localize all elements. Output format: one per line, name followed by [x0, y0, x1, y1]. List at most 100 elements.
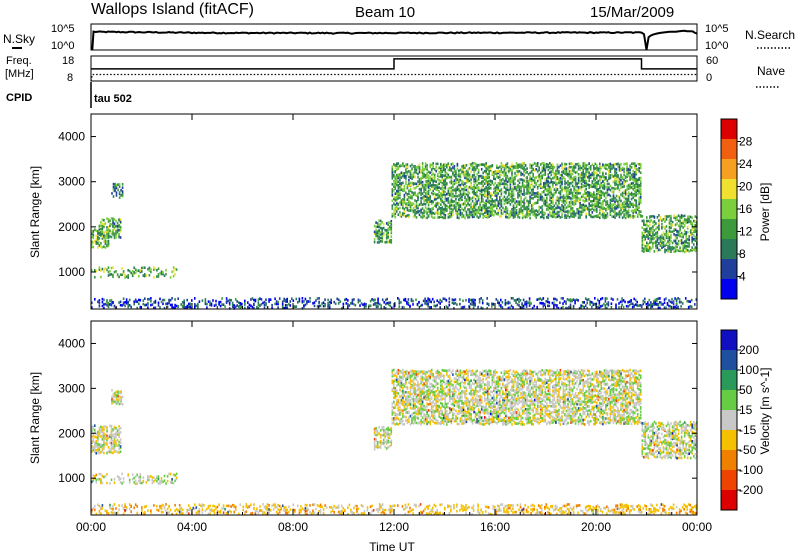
range-time-cell	[511, 211, 513, 214]
range-time-cell	[474, 205, 477, 208]
range-time-cell	[408, 410, 410, 414]
range-time-cell	[547, 165, 550, 168]
range-time-cell	[380, 304, 382, 307]
range-time-cell	[375, 232, 377, 235]
range-time-cell	[527, 190, 530, 193]
range-time-cell	[406, 206, 409, 210]
range-time-cell	[516, 303, 519, 306]
range-time-cell	[568, 162, 571, 166]
range-time-cell	[545, 300, 548, 303]
range-time-cell	[524, 206, 527, 209]
range-time-cell	[621, 166, 624, 170]
range-time-cell	[691, 232, 693, 235]
range-time-cell	[405, 419, 407, 422]
range-time-cell	[443, 181, 445, 185]
range-time-cell	[165, 482, 167, 485]
range-time-cell	[396, 181, 398, 184]
range-time-cell	[527, 210, 530, 213]
range-time-cell	[486, 186, 489, 190]
range-time-cell	[248, 303, 251, 307]
range-time-cell	[676, 248, 678, 252]
range-time-cell	[378, 426, 380, 429]
range-time-cell	[455, 205, 457, 209]
range-time-cell	[674, 247, 677, 251]
range-time-cell	[639, 210, 642, 213]
range-time-cell	[586, 191, 589, 194]
range-time-cell	[527, 301, 529, 304]
range-time-cell	[676, 233, 678, 237]
range-time-cell	[415, 194, 418, 197]
range-time-cell	[674, 218, 677, 222]
range-time-cell	[351, 302, 354, 305]
range-time-cell	[421, 173, 424, 176]
range-time-cell	[103, 223, 105, 226]
range-time-cell	[585, 179, 587, 183]
range-time-cell	[394, 393, 397, 396]
range-time-cell	[409, 171, 412, 175]
range-time-cell	[271, 306, 273, 310]
range-time-cell	[521, 181, 524, 184]
range-time-cell	[394, 212, 397, 216]
range-time-cell	[502, 164, 504, 167]
range-time-cell	[402, 391, 404, 394]
range-time-cell	[661, 233, 663, 237]
range-time-cell	[579, 213, 581, 217]
range-time-cell	[142, 479, 145, 483]
range-time-cell	[409, 386, 412, 389]
range-time-cell	[385, 447, 388, 450]
range-time-cell	[110, 441, 113, 445]
range-time-cell	[551, 301, 554, 305]
range-time-cell	[411, 174, 413, 177]
range-time-cell	[410, 298, 413, 301]
range-time-cell	[686, 215, 689, 219]
range-time-cell	[694, 239, 697, 242]
range-time-cell	[510, 297, 513, 300]
range-time-cell	[549, 171, 551, 174]
range-time-cell	[576, 208, 578, 211]
range-time-cell	[427, 179, 430, 183]
range-time-cell	[440, 187, 442, 190]
range-time-cell	[100, 451, 102, 454]
range-time-cell	[612, 298, 614, 301]
range-time-cell	[464, 202, 466, 206]
range-time-cell	[396, 198, 398, 202]
range-time-cell	[165, 272, 167, 276]
range-time-cell	[402, 396, 404, 400]
range-time-cell	[162, 302, 164, 306]
range-time-cell	[682, 249, 684, 253]
range-time-cell	[571, 169, 574, 172]
range-time-cell	[526, 205, 528, 209]
range-time-cell	[623, 185, 625, 188]
range-time-cell	[679, 248, 681, 251]
range-time-cell	[635, 201, 637, 205]
range-time-cell	[441, 300, 443, 303]
range-time-cell	[612, 190, 615, 193]
range-time-cell	[481, 301, 484, 305]
range-time-cell	[103, 428, 105, 431]
range-time-cell	[553, 166, 556, 169]
range-time-cell	[634, 303, 637, 306]
range-time-cell	[524, 176, 527, 180]
range-time-cell	[629, 193, 631, 196]
range-time-cell	[646, 234, 648, 237]
range-time-cell	[120, 194, 122, 197]
range-time-cell	[533, 185, 536, 189]
range-time-cell	[106, 451, 108, 455]
range-time-cell	[257, 306, 260, 310]
range-time-cell	[577, 167, 580, 171]
range-time-cell	[409, 388, 412, 391]
range-time-cell	[456, 178, 459, 181]
range-time-cell	[391, 388, 394, 391]
range-time-cell	[670, 226, 672, 229]
range-time-cell	[592, 302, 595, 306]
range-time-cell	[532, 167, 534, 171]
range-time-cell	[632, 216, 634, 219]
range-time-cell	[571, 172, 574, 176]
range-time-cell	[447, 193, 450, 196]
range-time-cell	[529, 195, 531, 199]
range-time-cell	[571, 200, 574, 204]
range-time-cell	[586, 298, 588, 302]
range-time-cell	[588, 179, 590, 182]
range-time-cell	[565, 302, 567, 305]
range-time-cell	[157, 273, 160, 276]
